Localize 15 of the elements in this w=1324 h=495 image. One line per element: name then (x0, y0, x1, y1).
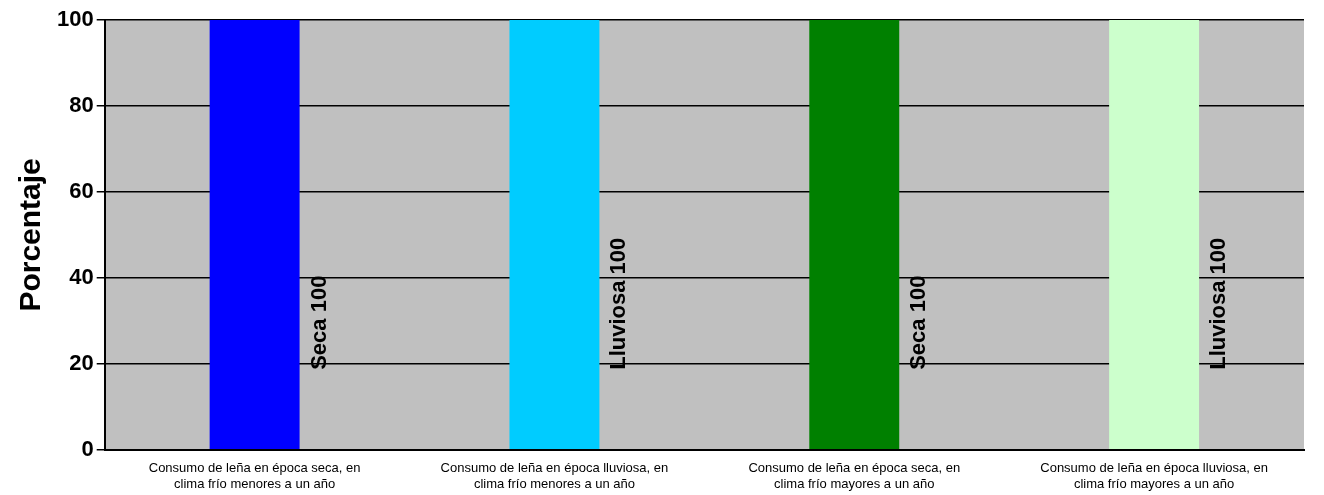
y-tick-label: 40 (69, 263, 94, 289)
y-tick-label: 20 (69, 349, 94, 375)
x-tick-label: Consumo de leña en época seca, en clima frío menores a un año (148, 460, 361, 491)
y-tick-label: 0 (81, 435, 94, 461)
x-tick-label: Consumo de leña en época lluviosa, en clima frío mayores a un año (1040, 460, 1268, 491)
y-axis-title: Porcentaje (13, 158, 47, 312)
data-label: Lluviosa 100 (605, 237, 631, 370)
data-label: Lluviosa 100 (1205, 237, 1231, 370)
data-label: Seca 100 (905, 275, 931, 370)
x-tick-label: Consumo de leña en época lluviosa, en clima frío menores a un año (440, 460, 669, 491)
y-tick-label: 80 (69, 92, 94, 118)
x-tick-label: Consumo de leña en época seca, en clima frío mayores a un año (748, 460, 961, 491)
data-label: Seca 100 (305, 275, 331, 370)
y-tick-label: 60 (69, 177, 94, 203)
y-tick-label: 100 (56, 6, 94, 32)
